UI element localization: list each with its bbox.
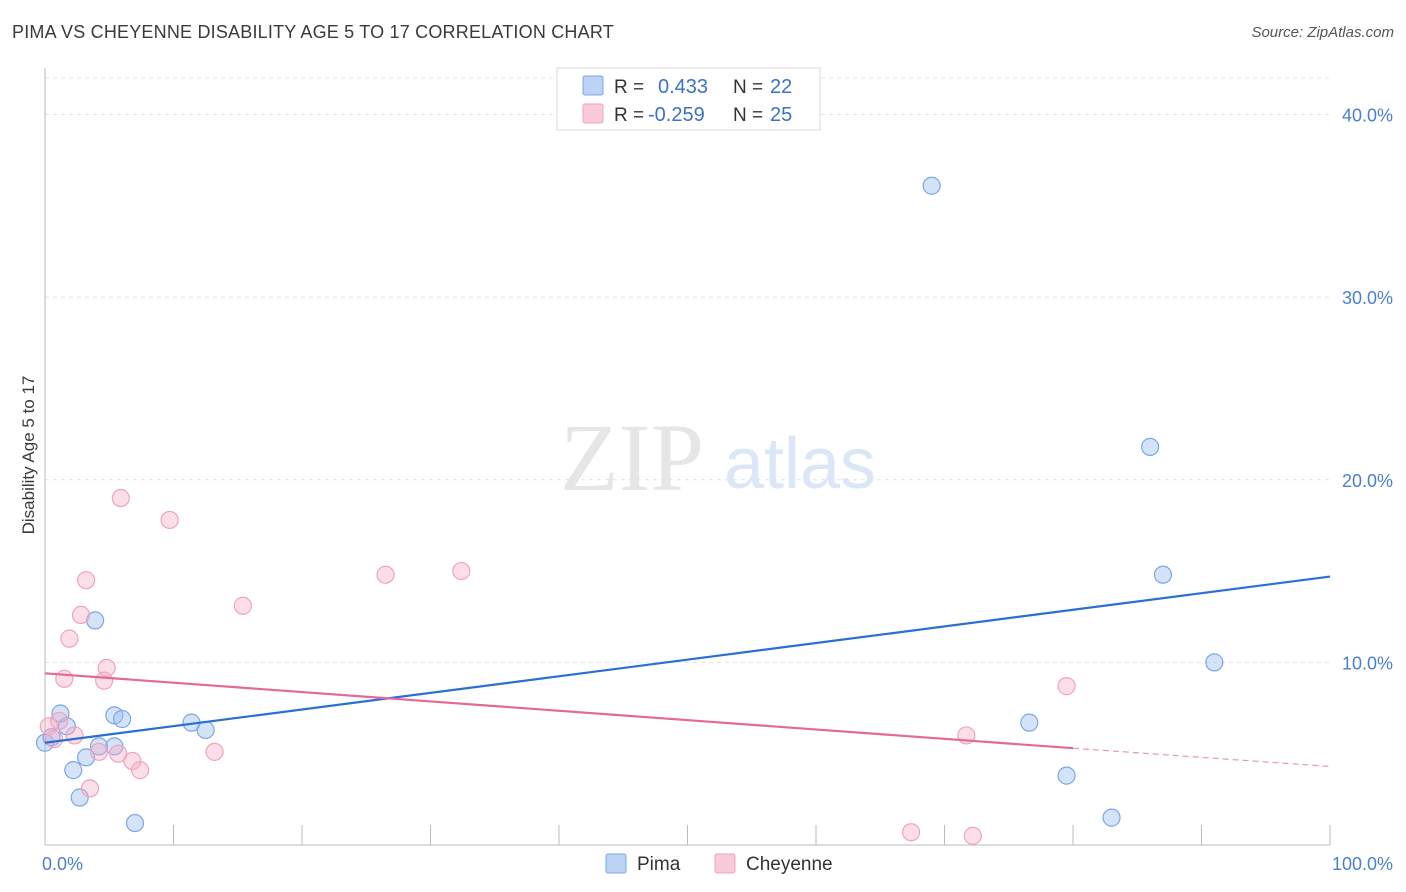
pima-point <box>922 176 941 195</box>
cheyenne-point <box>111 488 130 508</box>
gridlines <box>45 77 1330 663</box>
cheyenne-point <box>376 565 395 584</box>
cheyenne-n-value: 25 <box>770 104 792 126</box>
legend-cheyenne-swatch <box>714 853 736 874</box>
series-legend: Pima Cheyenne <box>605 853 833 875</box>
pima-point <box>1153 565 1173 584</box>
legend-pima-label: Pima <box>637 854 681 875</box>
pima-point <box>1140 437 1160 456</box>
cheyenne-point <box>55 669 74 688</box>
cheyenne-n-label: N = <box>733 105 763 126</box>
cheyenne-point <box>123 751 142 771</box>
cheyenne-point <box>205 742 224 761</box>
pima-r-value: 0.433 <box>658 76 708 98</box>
source-label: Source: ZipAtlas.com <box>1251 24 1394 41</box>
pima-point <box>1205 653 1224 672</box>
pima-point <box>1020 713 1039 732</box>
cheyenne-point <box>65 726 84 745</box>
cheyenne-point <box>233 596 252 615</box>
watermark-zip: ZIP <box>560 404 704 511</box>
cheyenne-point <box>963 826 982 845</box>
pima-point <box>112 709 132 729</box>
cheyenne-r-label: R = <box>614 105 644 126</box>
y-tick-labels: 10.0% 20.0% 30.0% 40.0% <box>1342 106 1393 674</box>
pima-point <box>89 737 109 756</box>
cheyenne-point <box>80 779 100 798</box>
y-tick-label: 10.0% <box>1342 653 1393 673</box>
pima-r-label: R = <box>614 77 644 98</box>
data-points <box>35 176 1224 845</box>
pima-point <box>64 761 83 780</box>
chart-title: PIMA VS CHEYENNE DISABILITY AGE 5 TO 17 … <box>12 22 614 42</box>
cheyenne-point <box>71 605 91 625</box>
pima-point <box>1102 808 1121 827</box>
x-tick-label-max: 100.0% <box>1332 854 1393 874</box>
cheyenne-point <box>60 629 79 648</box>
cheyenne-r-value: -0.259 <box>648 104 705 126</box>
x-tick-label-min: 0.0% <box>42 854 83 874</box>
pima-point <box>70 788 89 807</box>
pima-n-label: N = <box>733 77 763 98</box>
pima-trend-line <box>44 575 1331 744</box>
cheyenne-point <box>97 658 116 677</box>
pima-point <box>196 720 215 740</box>
trend-lines <box>44 575 1331 768</box>
pima-point <box>125 813 145 833</box>
pima-swatch <box>582 75 604 96</box>
cheyenne-point <box>44 729 64 749</box>
cheyenne-point <box>77 571 96 590</box>
cheyenne-point <box>89 742 109 761</box>
cheyenne-point <box>50 711 69 730</box>
stats-legend: R = 0.433 N = 22 R = -0.259 N = 25 <box>556 67 821 131</box>
cheyenne-trend-line <box>44 672 1074 750</box>
cheyenne-trend-extension <box>1072 747 1331 768</box>
cheyenne-point <box>1057 677 1076 696</box>
legend-pima-swatch <box>605 853 627 874</box>
cheyenne-point <box>109 744 128 763</box>
watermark-atlas: atlas <box>724 424 876 504</box>
cheyenne-swatch <box>582 103 604 124</box>
pima-point <box>1057 766 1076 785</box>
x-ticks <box>44 825 1331 845</box>
cheyenne-point <box>901 823 921 842</box>
cheyenne-point <box>160 510 179 530</box>
cheyenne-point <box>130 761 150 780</box>
pima-point <box>86 611 105 630</box>
y-tick-label: 30.0% <box>1342 288 1393 308</box>
cheyenne-point <box>452 561 471 581</box>
pima-n-value: 22 <box>770 76 792 98</box>
y-axis-label: Disability Age 5 to 17 <box>19 376 38 535</box>
legend-cheyenne-label: Cheyenne <box>746 854 833 875</box>
y-tick-label: 40.0% <box>1342 106 1393 126</box>
y-tick-label: 20.0% <box>1342 471 1393 491</box>
